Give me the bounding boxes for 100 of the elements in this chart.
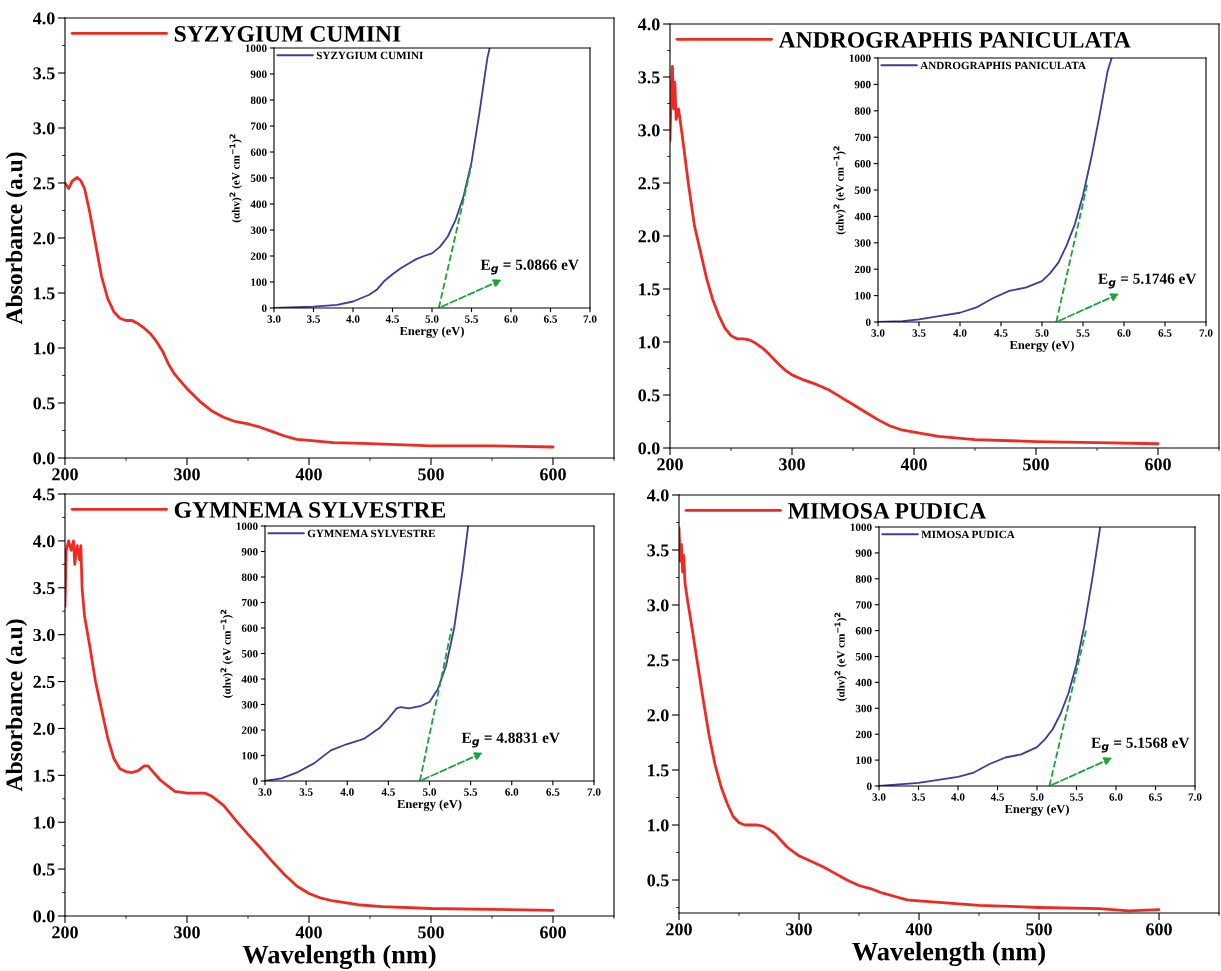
y-tick-label: 600 <box>241 624 258 632</box>
y-tick-label: 200 <box>854 265 871 274</box>
x-axis-title: Energy (eV) <box>399 326 464 338</box>
y-tick-label: 900 <box>855 549 872 557</box>
x-axis-title: Wavelength (nm) <box>242 944 436 970</box>
y-tick-label: 500 <box>241 649 258 658</box>
y-tick-label: 400 <box>250 200 267 208</box>
x-tick-label: 5.5 <box>1070 793 1084 801</box>
x-tick-label: 200 <box>657 458 683 471</box>
y-tick-label: 0 <box>261 304 267 312</box>
y-tick-label: 100 <box>855 292 871 300</box>
x-tick-label: 500 <box>418 468 444 481</box>
y-tick-label: 100 <box>856 756 872 765</box>
x-tick-label: 6.5 <box>1148 793 1163 801</box>
y-tick-label: 2.5 <box>33 675 55 689</box>
y-tick-label: 0.0 <box>638 442 660 455</box>
x-tick-label: 500 <box>1023 458 1049 471</box>
y-tick-label: 600 <box>854 160 871 168</box>
y-tick-label: 900 <box>250 70 267 78</box>
x-tick-label: 5.5 <box>465 315 479 323</box>
legend-label: GYMNEMA SYLVESTRE <box>307 529 435 538</box>
y-tick-label: 3.5 <box>33 582 55 595</box>
x-tick-label: 5.0 <box>423 788 437 796</box>
y-tick-label: 1000 <box>849 54 871 62</box>
x-tick-label: 7.0 <box>583 315 597 323</box>
x-tick-label: 6.0 <box>504 315 518 323</box>
x-tick-label: 4.0 <box>340 788 354 796</box>
x-tick-label: 3.0 <box>258 788 272 796</box>
x-tick-label: 5.0 <box>425 315 439 323</box>
x-tick-label: 400 <box>295 468 322 481</box>
x-tick-label: 300 <box>786 923 812 936</box>
y-tick-label: 500 <box>855 652 872 661</box>
x-axis-title: Energy (eV) <box>1009 340 1074 352</box>
x-tick-label: 5.0 <box>1030 793 1044 801</box>
x-tick-label: 4.0 <box>951 793 965 801</box>
y-tick-label: 4.0 <box>637 18 660 31</box>
x-tick-label: 3.5 <box>299 788 313 796</box>
x-tick-label: 6.0 <box>505 788 519 796</box>
x-tick-label: 500 <box>1026 923 1052 936</box>
y-tick-label: 2.5 <box>647 654 669 667</box>
y-tick-label: 0.5 <box>647 874 669 887</box>
y-axis-title: Absorbance (a.u) <box>5 152 28 325</box>
y-tick-label: 300 <box>250 226 267 234</box>
y-tick-label: 0.5 <box>33 863 55 876</box>
y-tick-label: 0 <box>865 318 871 326</box>
y-axis-title: (αhv)$^{2}$ (eV cm$^{−1}$)$^{2}$ <box>834 612 847 701</box>
y-tick-label: 400 <box>855 678 872 687</box>
x-tick-label: 4.5 <box>990 793 1005 801</box>
y-tick-label: 4.0 <box>32 12 55 25</box>
y-tick-label: 0.5 <box>33 397 55 410</box>
x-tick-label: 6.5 <box>546 788 560 796</box>
y-tick-label: 0 <box>252 777 258 785</box>
y-tick-label: 3.0 <box>647 599 669 612</box>
x-tick-label: 600 <box>1145 458 1171 471</box>
annotation: E$_{g}$ = 4.8831 eV <box>461 732 560 748</box>
y-axis-title: (αhv)$^{2}$ (eV cm$^{−1}$)$^{2}$ <box>220 609 233 698</box>
x-tick-label: 300 <box>174 468 200 481</box>
y-tick-label: 900 <box>241 547 258 556</box>
y-tick-label: 0 <box>866 782 872 790</box>
y-tick-label: 1.0 <box>34 342 55 355</box>
y-tick-label: 1000 <box>245 44 267 52</box>
x-tick-label: 3.5 <box>911 793 926 801</box>
x-axis-title: Energy (eV) <box>397 799 462 811</box>
x-tick-label: 3.0 <box>871 329 885 337</box>
x-axis-title: Energy (eV) <box>1004 804 1069 816</box>
y-tick-label: 3.0 <box>638 124 660 137</box>
x-tick-label: 200 <box>52 468 78 481</box>
y-tick-label: 800 <box>855 575 872 583</box>
y-tick-label: 700 <box>856 601 872 609</box>
y-tick-label: 3.5 <box>638 71 660 84</box>
x-tick-label: 7.0 <box>1199 329 1213 337</box>
legend-label: ANDROGRAPHIS PANICULATA <box>778 31 1131 48</box>
y-tick-label: 3.5 <box>647 544 669 557</box>
y-tick-label: 1.5 <box>639 283 660 296</box>
x-tick-label: 3.0 <box>267 315 281 323</box>
y-tick-label: 1.5 <box>34 287 55 300</box>
y-tick-label: 1.0 <box>34 816 55 829</box>
y-tick-label: 2.0 <box>33 232 55 245</box>
y-tick-label: 100 <box>242 751 258 760</box>
legend-label: SYZYGIUM CUMINI <box>174 25 401 42</box>
y-tick-label: 0.0 <box>33 910 55 923</box>
x-tick-label: 5.0 <box>1035 329 1049 337</box>
y-axis-title: (αhv)$^{2}$ (eV cm$^{−1}$)$^{2}$ <box>229 134 242 223</box>
y-tick-label: 300 <box>855 704 872 713</box>
y-tick-label: 2.0 <box>647 709 669 722</box>
x-tick-label: 400 <box>905 923 932 936</box>
y-tick-label: 0.5 <box>638 389 660 402</box>
y-tick-label: 1.5 <box>34 769 55 782</box>
y-tick-label: 800 <box>854 107 871 115</box>
x-tick-label: 6.5 <box>1158 329 1172 337</box>
annotation: E$_{g}$ = 5.1746 eV <box>1098 273 1197 289</box>
y-tick-label: 400 <box>241 675 258 683</box>
x-tick-label: 200 <box>666 923 692 936</box>
x-tick-label: 6.5 <box>543 315 558 323</box>
x-tick-label: 4.5 <box>994 329 1008 337</box>
x-tick-label: 500 <box>418 926 444 939</box>
y-tick-label: 400 <box>854 212 871 221</box>
y-tick-label: 1000 <box>236 522 258 530</box>
y-tick-label: 200 <box>855 730 872 739</box>
y-tick-label: 3.0 <box>33 122 55 135</box>
